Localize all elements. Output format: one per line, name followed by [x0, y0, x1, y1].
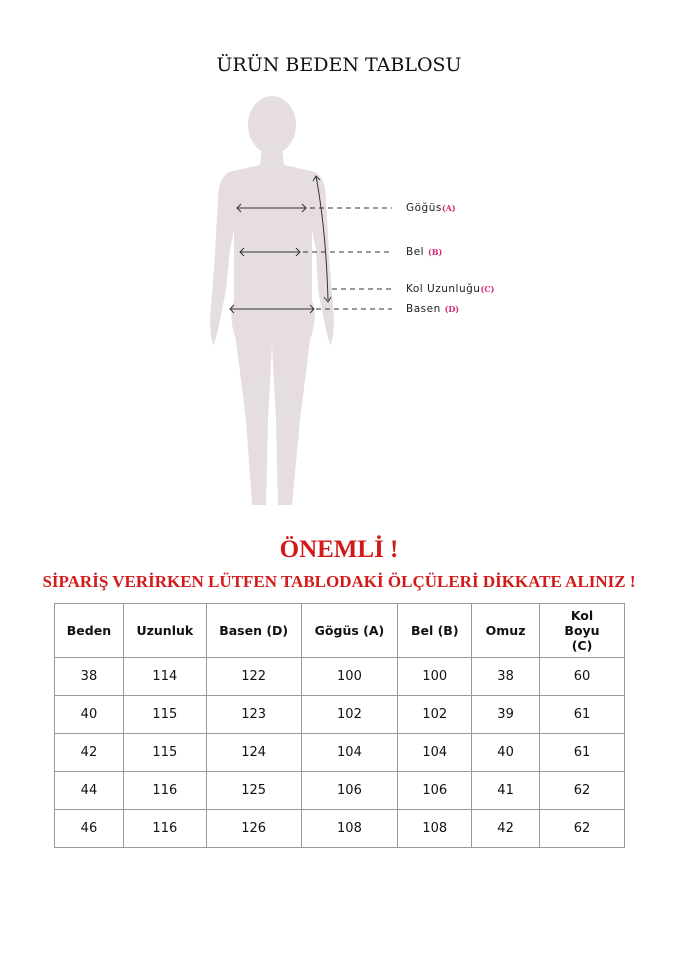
table-cell: 42: [471, 809, 541, 848]
table-cell: 115: [122, 695, 207, 734]
table-cell: 104: [397, 733, 473, 772]
table-cell: 61: [539, 733, 625, 772]
table-header-row: Beden Uzunluk Basen (D) Gögüs (A) Bel (B…: [54, 603, 625, 658]
table-cell: 60: [539, 657, 625, 696]
table-cell: 125: [205, 771, 302, 810]
header-cell: Omuz: [471, 603, 541, 658]
table-row: 44 116 125 106 106 41 62: [54, 771, 625, 810]
label-basen: Basen (D): [406, 303, 460, 315]
table-cell: 104: [300, 733, 399, 772]
table-cell: 40: [471, 733, 541, 772]
table-cell: 62: [539, 771, 625, 810]
table-cell: 62: [539, 809, 625, 848]
table-cell: 115: [122, 733, 207, 772]
table-cell: 114: [122, 657, 207, 696]
table-cell: 116: [122, 771, 207, 810]
table-row: 40 115 123 102 102 39 61: [54, 695, 625, 734]
table-row: 42 115 124 104 104 40 61: [54, 733, 625, 772]
label-bel: Bel (B): [406, 246, 443, 258]
table-cell: 38: [471, 657, 541, 696]
table-cell: 100: [397, 657, 473, 696]
table-cell: 41: [471, 771, 541, 810]
table-cell: 61: [539, 695, 625, 734]
table-cell: 46: [54, 809, 124, 848]
table-cell: 42: [54, 733, 124, 772]
table-cell: 38: [54, 657, 124, 696]
header-cell: Basen (D): [205, 603, 302, 658]
table-cell: 40: [54, 695, 124, 734]
table-cell: 100: [300, 657, 399, 696]
size-table: Beden Uzunluk Basen (D) Gögüs (A) Bel (B…: [54, 603, 625, 848]
table-cell: 44: [54, 771, 124, 810]
table-cell: 39: [471, 695, 541, 734]
label-kol-uzunlugu: Kol Uzunluğu(C): [406, 283, 495, 295]
header-cell: Bel (B): [397, 603, 473, 658]
header-cell: Kol Boyu (C): [539, 603, 625, 658]
table-cell: 124: [205, 733, 302, 772]
table-cell: 106: [300, 771, 399, 810]
table-cell: 102: [300, 695, 399, 734]
header-cell: Beden: [54, 603, 124, 658]
label-gogus: Göğüs(A): [406, 202, 456, 214]
body-silhouette-figure: [210, 96, 392, 505]
page-title: ÜRÜN BEDEN TABLOSU: [216, 54, 462, 76]
table-cell: 108: [300, 809, 399, 848]
table-cell: 108: [397, 809, 473, 848]
table-row: 46 116 126 108 108 42 62: [54, 809, 625, 848]
important-heading: ÖNEMLİ !: [279, 536, 399, 563]
table-cell: 116: [122, 809, 207, 848]
table-cell: 122: [205, 657, 302, 696]
table-cell: 102: [397, 695, 473, 734]
measurement-lines: [229, 175, 392, 314]
table-cell: 106: [397, 771, 473, 810]
header-cell: Gögüs (A): [300, 603, 399, 658]
table-row: 38 114 122 100 100 38 60: [54, 657, 625, 696]
table-cell: 126: [205, 809, 302, 848]
warning-text: SİPARİŞ VERİRKEN LÜTFEN TABLODAKİ ÖLÇÜLE…: [42, 572, 636, 591]
silhouette: [210, 96, 334, 505]
table-cell: 123: [205, 695, 302, 734]
header-cell: Uzunluk: [122, 603, 207, 658]
